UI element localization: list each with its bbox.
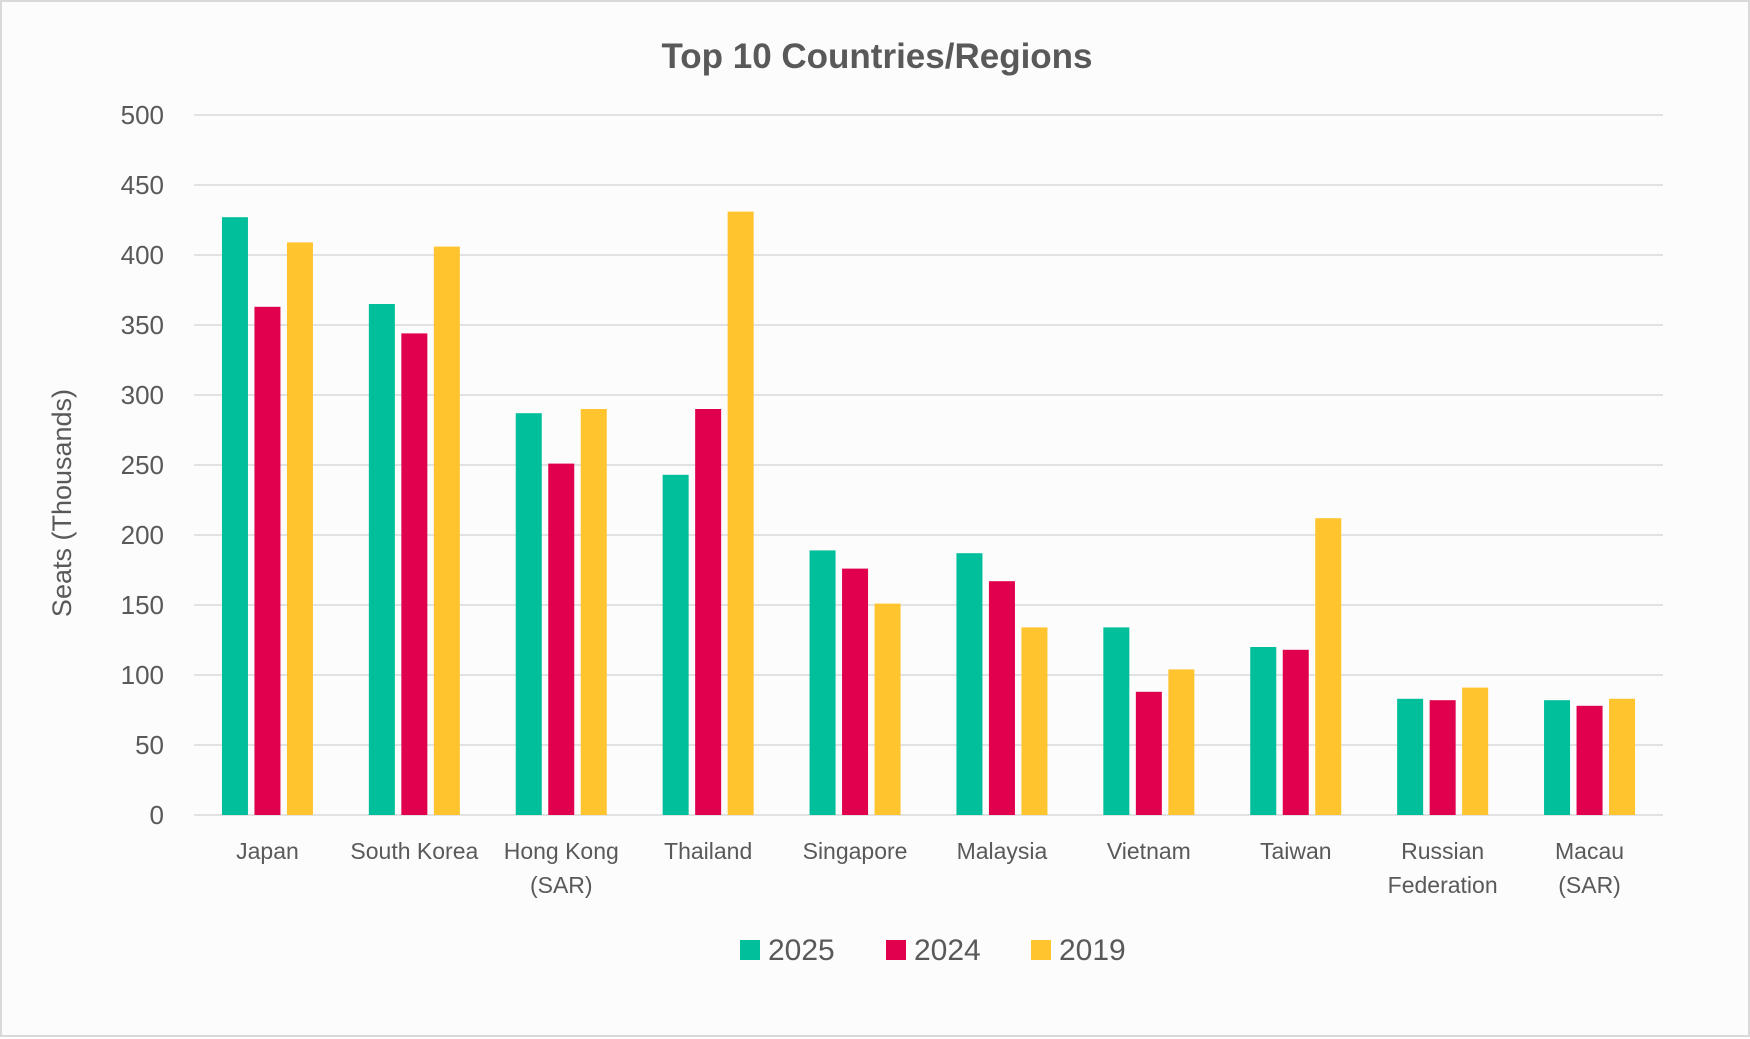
bar-2019-2 [580, 409, 607, 815]
y-tick-label: 200 [121, 520, 164, 550]
bar-2024-2 [548, 463, 575, 815]
y-tick-label: 50 [135, 730, 164, 760]
x-tick-label: Russian Federation [1388, 838, 1498, 898]
legend-swatch [886, 940, 906, 960]
x-tick-label-line: (SAR) [1558, 872, 1621, 898]
y-tick-label: 250 [121, 450, 164, 480]
bar-2019-6 [1168, 669, 1195, 815]
x-tick-label: Thailand [664, 838, 752, 864]
x-tick-label-line: South Korea [350, 838, 478, 864]
x-tick-label: Hong Kong (SAR) [504, 838, 619, 898]
bar-2024-5 [988, 581, 1015, 815]
bar-2025-9 [1544, 700, 1571, 815]
legend-label: 2024 [914, 934, 981, 967]
bar-2024-3 [695, 409, 722, 815]
bar-2019-8 [1462, 687, 1489, 815]
x-tick-label-line: Japan [236, 838, 299, 864]
x-tick-label-line: Taiwan [1260, 838, 1332, 864]
legend-item-2025: 2025 [740, 934, 835, 967]
x-tick-label-line: Thailand [664, 838, 752, 864]
bar-2024-6 [1135, 691, 1162, 815]
bar-2025-8 [1397, 698, 1424, 815]
y-tick-label: 100 [121, 660, 164, 690]
legend-label: 2025 [768, 934, 835, 967]
x-tick-label-line: Macau [1555, 838, 1624, 864]
bar-2025-7 [1250, 647, 1277, 815]
chart-title: Top 10 Countries/Regions [661, 37, 1092, 76]
y-tick-label: 500 [121, 100, 164, 130]
x-tick-label: South Korea [350, 838, 478, 864]
bar-2019-0 [286, 242, 313, 815]
legend-item-2019: 2019 [1031, 934, 1126, 967]
y-tick-label: 300 [121, 380, 164, 410]
legend: 2025 2024 2019 [740, 934, 1126, 967]
bar-2025-6 [1103, 627, 1130, 815]
bar-2025-3 [662, 474, 689, 815]
x-tick-label: Macau (SAR) [1555, 838, 1624, 898]
bar-2024-0 [254, 306, 281, 815]
y-tick-labels: 0 50 100 150 200 250 300 350 400 450 500 [121, 100, 164, 830]
x-tick-label: Malaysia [957, 838, 1048, 864]
x-tick-label-line: Singapore [803, 838, 908, 864]
x-tick-label-line: Malaysia [957, 838, 1048, 864]
bar-2025-5 [956, 553, 983, 815]
legend-item-2024: 2024 [886, 934, 981, 967]
bar-2025-1 [368, 304, 395, 815]
y-tick-label: 450 [121, 170, 164, 200]
bar-2019-9 [1609, 698, 1636, 815]
legend-swatch [1031, 940, 1051, 960]
bar-2019-7 [1315, 518, 1342, 815]
x-tick-label-line: Federation [1388, 872, 1498, 898]
bar-2024-7 [1282, 649, 1309, 815]
bar-2019-1 [433, 246, 460, 816]
x-tick-label: Taiwan [1260, 838, 1332, 864]
legend-label: 2019 [1059, 934, 1126, 967]
bar-2019-4 [874, 603, 901, 815]
x-tick-label-line: Russian [1401, 838, 1484, 864]
x-tick-label: Singapore [803, 838, 908, 864]
x-tick-label: Japan [236, 838, 299, 864]
x-tick-label: Vietnam [1107, 838, 1191, 864]
bar-2025-0 [221, 217, 248, 815]
y-tick-label: 350 [121, 310, 164, 340]
y-tick-label: 0 [150, 800, 164, 830]
bar-2024-1 [401, 333, 428, 815]
x-tick-label-line: Vietnam [1107, 838, 1191, 864]
bar-2025-2 [515, 413, 542, 815]
y-tick-label: 150 [121, 590, 164, 620]
bar-2024-4 [842, 568, 869, 815]
x-tick-labels: Japan South Korea Hong Kong (SAR) Thailand Si… [236, 838, 1624, 898]
bar-2024-9 [1576, 705, 1603, 815]
y-axis-label: Seats (Thousands) [47, 389, 77, 617]
y-tick-label: 400 [121, 240, 164, 270]
legend-swatch [740, 940, 760, 960]
bar-2024-8 [1429, 700, 1456, 815]
bar-2019-5 [1021, 627, 1048, 815]
x-tick-label-line: Hong Kong [504, 838, 619, 864]
x-tick-label-line: (SAR) [530, 872, 593, 898]
bar-2019-3 [727, 211, 754, 816]
bars [221, 211, 1636, 816]
bar-2025-4 [809, 550, 836, 815]
